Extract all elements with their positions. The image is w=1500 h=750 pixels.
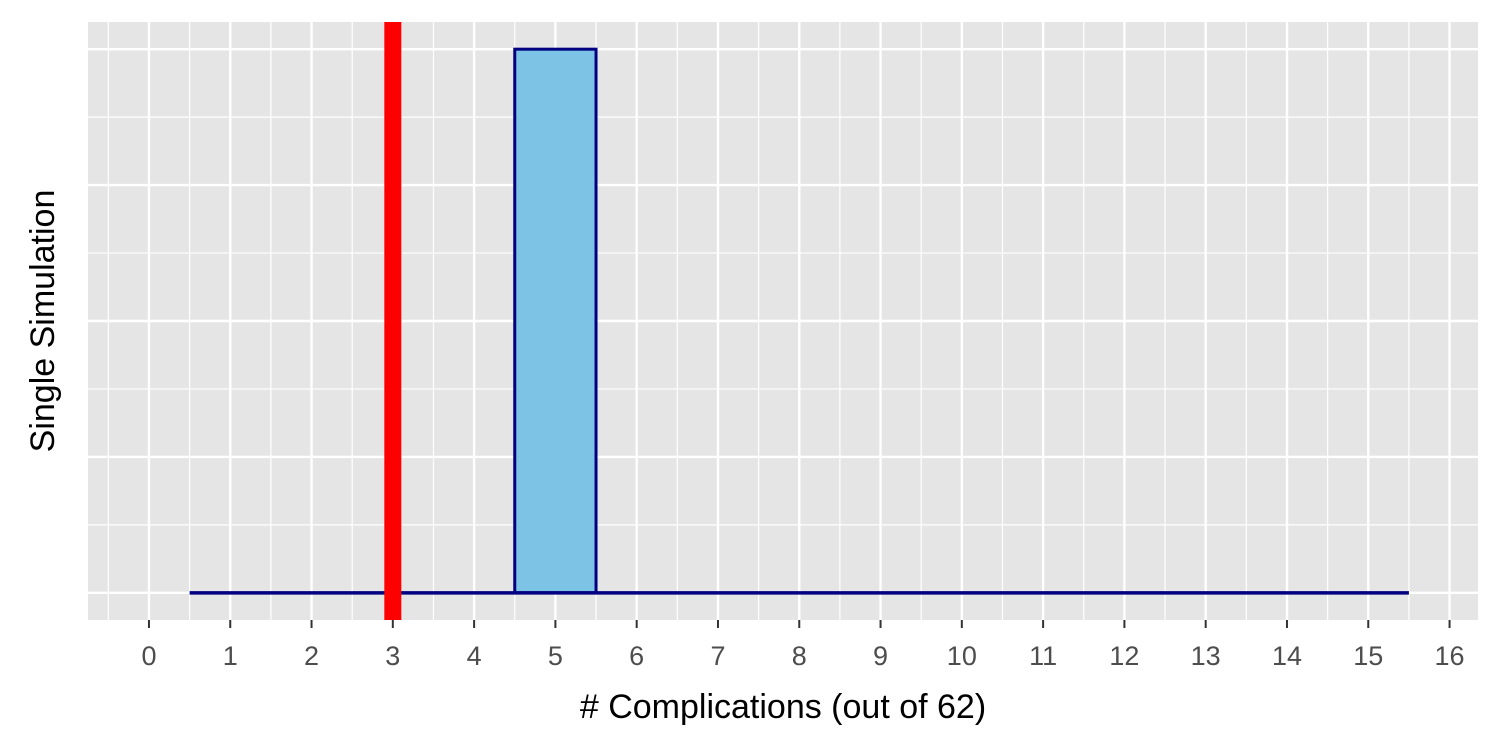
histogram-bars bbox=[513, 47, 598, 595]
x-tick-label: 16 bbox=[1435, 641, 1465, 671]
x-tick-label: 8 bbox=[792, 641, 807, 671]
x-tick-label: 1 bbox=[223, 641, 238, 671]
x-tick-label: 3 bbox=[385, 641, 400, 671]
x-tick-label: 5 bbox=[548, 641, 563, 671]
x-tick-label: 6 bbox=[629, 641, 644, 671]
x-tick-label: 14 bbox=[1272, 641, 1302, 671]
x-axis-ticks bbox=[147, 620, 1451, 628]
x-tick-label: 9 bbox=[873, 641, 888, 671]
x-tick-label: 13 bbox=[1191, 641, 1221, 671]
x-tick-label: 4 bbox=[467, 641, 482, 671]
x-tick-label: 12 bbox=[1109, 641, 1139, 671]
x-axis-tick-labels: 0 1 2 3 4 5 6 7 8 9 10 11 12 13 14 15 16 bbox=[141, 641, 1464, 671]
x-tick-label: 7 bbox=[710, 641, 725, 671]
x-tick-label: 10 bbox=[947, 641, 977, 671]
x-tick-label: 15 bbox=[1353, 641, 1383, 671]
x-tick-label: 0 bbox=[141, 641, 156, 671]
x-tick-label: 2 bbox=[304, 641, 319, 671]
x-axis-title: # Complications (out of 62) bbox=[580, 688, 986, 726]
x-tick-label: 11 bbox=[1029, 641, 1057, 671]
histogram-bar bbox=[513, 47, 598, 595]
y-axis-title: Single Simulation bbox=[24, 190, 62, 453]
